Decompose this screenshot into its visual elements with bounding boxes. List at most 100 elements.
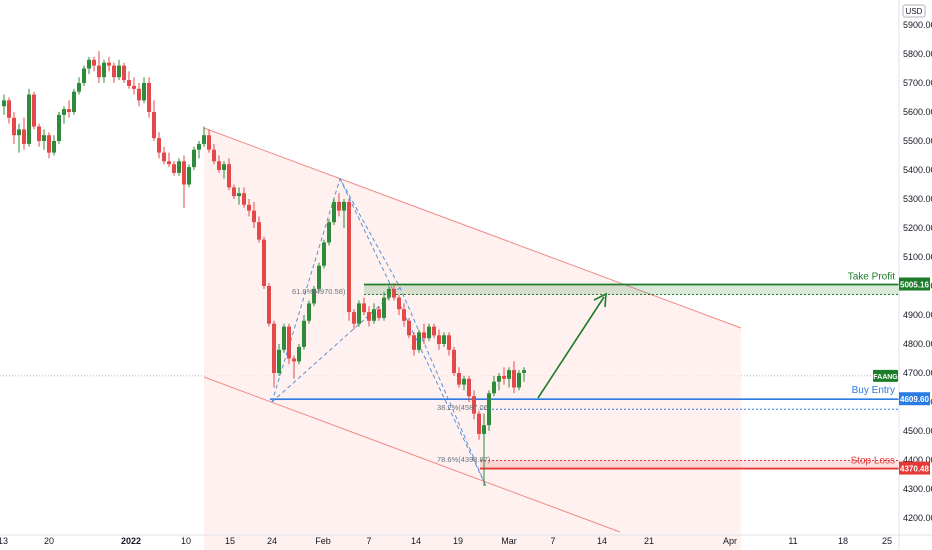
candle-body[interactable] — [137, 88, 141, 101]
candle-body[interactable] — [467, 378, 471, 397]
candle-body[interactable] — [162, 152, 166, 162]
candle-body[interactable] — [42, 135, 46, 141]
candle-body[interactable] — [92, 59, 96, 66]
candle-body[interactable] — [192, 149, 196, 168]
candle-body[interactable] — [202, 135, 206, 144]
candle-body[interactable] — [327, 222, 331, 243]
candle-body[interactable] — [97, 65, 101, 78]
candle-body[interactable] — [362, 303, 366, 313]
candle-body[interactable] — [432, 326, 436, 336]
candle-body[interactable] — [267, 286, 271, 324]
time-axis[interactable]: 13 20 2022 10 15 24 Feb 7 14 19 Mar 7 14 21 Apr 11 18 25 — [0, 536, 892, 546]
candle-body[interactable] — [357, 303, 361, 324]
candle-body[interactable] — [427, 326, 431, 339]
candle-body[interactable] — [107, 62, 111, 66]
candle-body[interactable] — [197, 143, 201, 150]
candle-body[interactable] — [462, 378, 466, 385]
candle-body[interactable] — [497, 375, 501, 382]
candle-body[interactable] — [177, 161, 181, 173]
candle-body[interactable] — [297, 346, 301, 362]
candle-body[interactable] — [397, 297, 401, 310]
candle-body[interactable] — [457, 373, 461, 385]
candle-body[interactable] — [187, 167, 191, 185]
candle-body[interactable] — [517, 373, 521, 388]
candle-body[interactable] — [62, 109, 66, 115]
candle-body[interactable] — [422, 332, 426, 339]
candle-body[interactable] — [87, 59, 91, 69]
candle-body[interactable] — [247, 204, 251, 211]
candle-body[interactable] — [322, 242, 326, 266]
candle-body[interactable] — [502, 375, 506, 379]
candle-body[interactable] — [172, 164, 176, 173]
candle-body[interactable] — [337, 201, 341, 211]
candle-body[interactable] — [367, 312, 371, 321]
candle-body[interactable] — [237, 193, 241, 197]
candle-body[interactable] — [312, 288, 316, 304]
candle-body[interactable] — [382, 297, 386, 318]
candle-body[interactable] — [152, 112, 156, 139]
candle-body[interactable] — [157, 138, 161, 153]
candle-body[interactable] — [27, 94, 31, 144]
candle-body[interactable] — [437, 335, 441, 344]
candle-body[interactable] — [477, 413, 481, 434]
candle-body[interactable] — [522, 370, 526, 373]
candle-body[interactable] — [307, 303, 311, 321]
candle-body[interactable] — [377, 309, 381, 318]
candle-body[interactable] — [472, 396, 476, 414]
candle-body[interactable] — [47, 135, 51, 153]
candle-body[interactable] — [222, 164, 226, 170]
candle-body[interactable] — [392, 288, 396, 298]
candle-body[interactable] — [317, 265, 321, 289]
candle-body[interactable] — [352, 312, 356, 324]
candle-body[interactable] — [72, 91, 76, 112]
candle-body[interactable] — [7, 100, 11, 118]
candle-body[interactable] — [257, 222, 261, 240]
candle-body[interactable] — [167, 161, 171, 165]
candle-body[interactable] — [407, 320, 411, 336]
candle-body[interactable] — [512, 370, 516, 388]
candle-body[interactable] — [147, 83, 151, 112]
candle-body[interactable] — [347, 201, 351, 313]
candle-body[interactable] — [387, 288, 391, 298]
candle-body[interactable] — [287, 326, 291, 359]
candle-body[interactable] — [292, 358, 296, 362]
candle-body[interactable] — [12, 117, 16, 136]
candle-body[interactable] — [272, 323, 276, 373]
candle-body[interactable] — [67, 109, 71, 112]
candle-body[interactable] — [277, 349, 281, 373]
candle-body[interactable] — [217, 161, 221, 170]
candle-body[interactable] — [452, 349, 456, 373]
candle-body[interactable] — [207, 135, 211, 150]
candle-body[interactable] — [117, 65, 121, 78]
candle-body[interactable] — [227, 164, 231, 188]
candle-body[interactable] — [212, 149, 216, 162]
candle-body[interactable] — [17, 129, 21, 136]
candle-body[interactable] — [232, 187, 236, 197]
candle-body[interactable] — [122, 65, 126, 81]
candlesticks[interactable] — [2, 51, 526, 487]
candle-body[interactable] — [442, 335, 446, 344]
candle-body[interactable] — [82, 68, 86, 84]
candle-body[interactable] — [342, 201, 346, 211]
candle-body[interactable] — [52, 141, 56, 153]
candle-body[interactable] — [332, 201, 336, 223]
candle-body[interactable] — [372, 309, 376, 321]
candle-body[interactable] — [482, 425, 486, 434]
candle-body[interactable] — [447, 335, 451, 350]
candle-body[interactable] — [182, 161, 186, 185]
candle-body[interactable] — [402, 309, 406, 321]
candle-body[interactable] — [77, 83, 81, 92]
candle-body[interactable] — [32, 94, 36, 127]
candle-body[interactable] — [132, 85, 136, 89]
candle-body[interactable] — [487, 393, 491, 426]
candle-body[interactable] — [507, 370, 511, 379]
candle-body[interactable] — [112, 65, 116, 78]
candle-body[interactable] — [252, 210, 256, 223]
candle-body[interactable] — [412, 335, 416, 350]
candle-body[interactable] — [492, 381, 496, 394]
candle-body[interactable] — [102, 62, 106, 78]
candle-body[interactable] — [282, 326, 286, 350]
candle-body[interactable] — [417, 332, 421, 350]
candle-body[interactable] — [37, 126, 41, 142]
